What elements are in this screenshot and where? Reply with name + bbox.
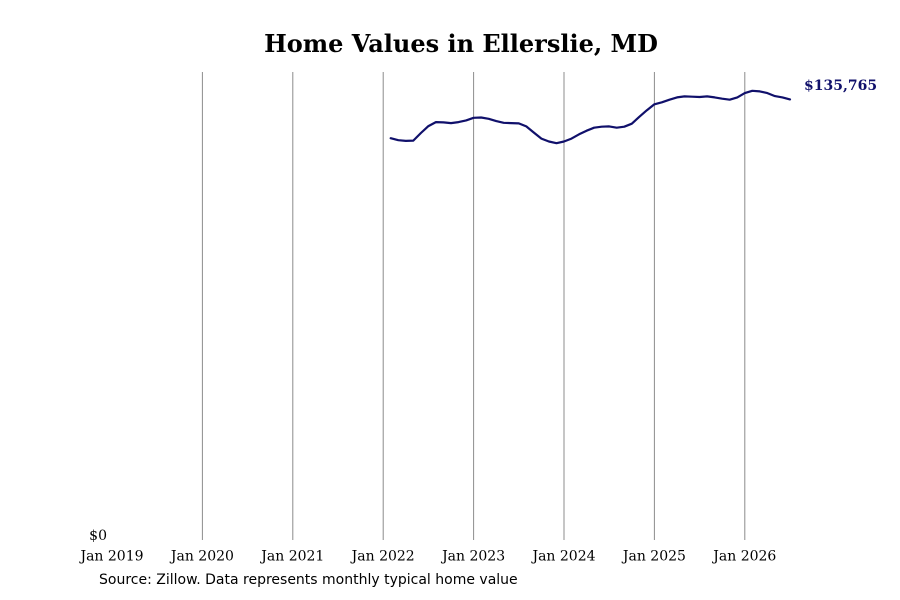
grid-lines	[201, 72, 746, 540]
x-tick-label: Jan 2019	[78, 549, 143, 565]
chart-title: Home Values in Ellerslie, MD	[264, 29, 658, 58]
y-tick-label-0: $0	[89, 528, 107, 544]
x-tick-label: Jan 2023	[440, 549, 505, 565]
x-tick-label: Jan 2026	[711, 549, 776, 565]
x-tick-label: Jan 2022	[350, 549, 415, 565]
home-value-line	[389, 89, 792, 145]
latest-value-label: $135,765	[804, 78, 877, 94]
x-tick-label: Jan 2025	[621, 549, 686, 565]
x-tick-label: Jan 2020	[169, 549, 234, 565]
x-tick-label: Jan 2024	[530, 549, 595, 565]
x-tick-label: Jan 2021	[259, 549, 324, 565]
x-axis-ticks: Jan 2019 Jan 2020 Jan 2021 Jan 2022 Jan 2023…	[78, 549, 776, 565]
source-note: Source: Zillow. Data represents monthly …	[99, 572, 518, 588]
